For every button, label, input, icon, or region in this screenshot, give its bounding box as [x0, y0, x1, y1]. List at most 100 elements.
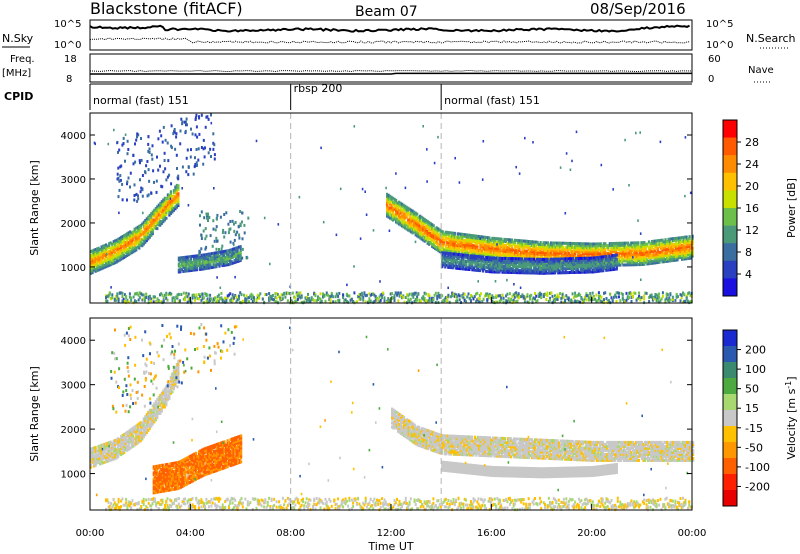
power-cell — [97, 252, 100, 256]
power-cell — [596, 250, 599, 254]
power-cell — [575, 246, 578, 250]
power-cell — [144, 219, 147, 222]
power-cell — [124, 249, 127, 252]
power-cell — [447, 244, 450, 248]
power-cell — [574, 248, 577, 251]
power-cell — [166, 205, 169, 209]
power-cell — [523, 259, 527, 263]
power-cell — [182, 262, 185, 265]
power-cell — [163, 196, 166, 200]
power-cell — [517, 265, 521, 269]
power-cell — [592, 248, 595, 252]
power-cell — [443, 234, 446, 238]
power-cell — [139, 233, 142, 237]
power-cell — [182, 264, 185, 267]
power-cell — [474, 236, 477, 240]
power-cell — [423, 231, 426, 235]
power-cell — [478, 265, 481, 269]
power-cell — [620, 257, 623, 261]
power-cell — [584, 256, 587, 260]
power-cell — [144, 225, 147, 228]
power-cell — [506, 252, 509, 255]
power-cell — [520, 267, 524, 271]
power-cell — [390, 199, 393, 203]
power-cell — [489, 258, 492, 262]
power-cell — [218, 258, 221, 262]
power-cell — [691, 240, 694, 244]
power-cell — [183, 257, 186, 261]
power-cell — [186, 257, 189, 261]
power-cell — [536, 250, 539, 254]
power-cell — [542, 261, 545, 265]
power-cell — [579, 256, 582, 260]
power-cell — [204, 253, 208, 257]
power-cell — [565, 241, 568, 245]
power-cell — [207, 266, 211, 270]
power-cell — [580, 248, 583, 252]
power-cell — [138, 244, 141, 248]
power-cell — [549, 269, 552, 273]
power-cell — [591, 268, 594, 272]
power-cell — [117, 241, 120, 245]
power-cell — [454, 264, 457, 268]
power-cell — [481, 255, 484, 259]
power-cell — [115, 240, 118, 244]
power-cell — [204, 255, 208, 259]
power-cell — [670, 247, 673, 251]
power-cell — [643, 250, 646, 254]
power-cell — [646, 244, 649, 248]
power-cell — [462, 263, 465, 267]
power-cell — [462, 235, 465, 238]
power-cell — [449, 241, 452, 245]
power-cell — [538, 250, 541, 254]
power-cell — [658, 258, 661, 262]
power-cell — [156, 217, 159, 221]
power-cell — [188, 267, 191, 271]
power-cell — [679, 238, 682, 242]
power-cell — [461, 244, 464, 248]
power-cell — [139, 225, 142, 229]
power-cell — [151, 224, 154, 228]
power-cell — [160, 221, 163, 225]
power-cell — [515, 250, 518, 254]
power-cell — [224, 249, 227, 253]
power-cell — [614, 249, 617, 253]
power-cell — [114, 239, 117, 243]
power-cell — [585, 266, 588, 270]
power-cell — [556, 247, 559, 251]
power-cell — [450, 262, 453, 266]
power-cell — [165, 206, 168, 210]
power-cell — [479, 243, 482, 247]
power-cell — [585, 258, 588, 262]
power-cell — [219, 258, 223, 262]
power-cell — [201, 259, 205, 263]
power-cell — [407, 228, 410, 232]
power-cell — [670, 241, 673, 245]
power-cell — [480, 292, 482, 296]
power-cell — [527, 257, 530, 261]
power-cell — [189, 155, 192, 159]
power-cell — [553, 243, 556, 247]
power-cell — [517, 263, 521, 267]
power-cell — [194, 260, 197, 264]
power-cell — [198, 116, 201, 120]
power-cell — [126, 244, 129, 248]
power-cell — [485, 251, 488, 255]
power-cell — [108, 254, 111, 257]
power-cell — [138, 232, 141, 236]
power-cell — [561, 257, 564, 261]
power-cell — [673, 256, 676, 260]
power-cell — [535, 252, 538, 256]
power-cell — [475, 260, 478, 264]
power-cell — [482, 247, 485, 251]
power-cell — [212, 259, 215, 263]
power-cell — [623, 245, 626, 249]
power-cell — [121, 198, 124, 202]
power-cell — [573, 261, 576, 264]
power-cell — [613, 245, 616, 249]
power-cell — [572, 271, 575, 274]
power-cell — [204, 265, 208, 268]
power-cell — [573, 263, 576, 266]
power-cell — [482, 237, 485, 241]
power-cell — [426, 233, 429, 237]
